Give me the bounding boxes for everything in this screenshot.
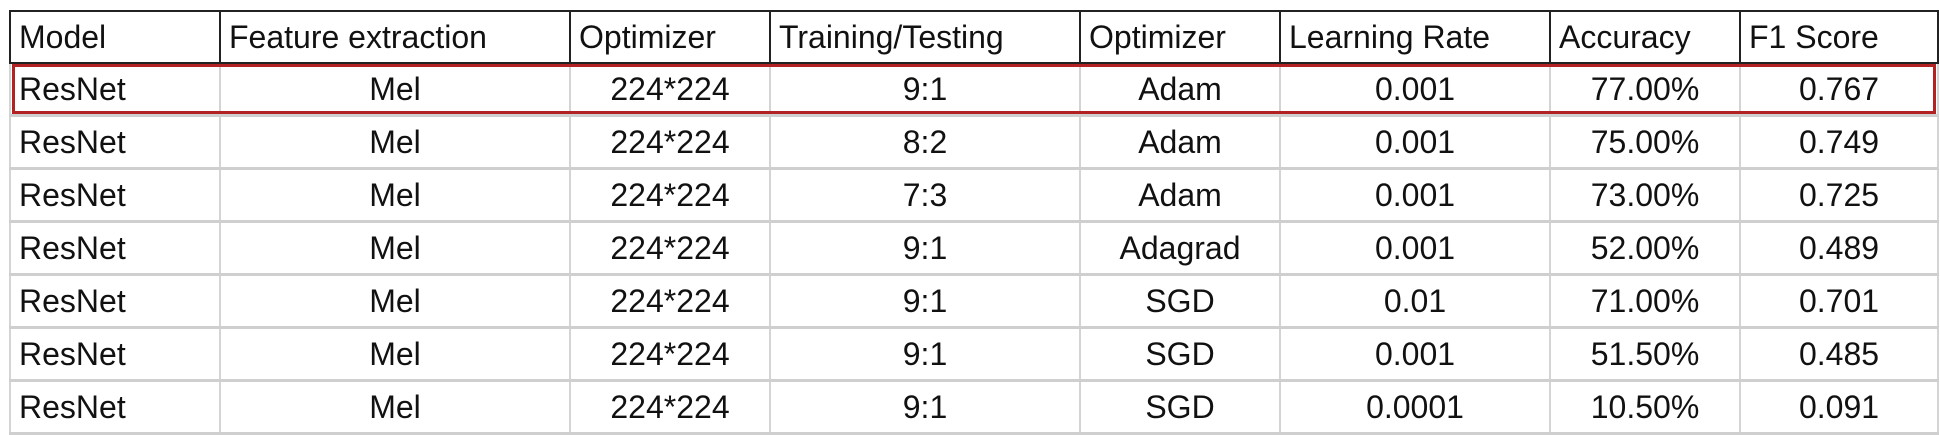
cell-f1: 0.489 bbox=[1739, 221, 1939, 276]
cell-accuracy: 73.00% bbox=[1549, 168, 1741, 223]
cell-f1: 0.701 bbox=[1739, 274, 1939, 329]
results-table: Model Feature extraction Optimizer Train… bbox=[9, 10, 1939, 435]
cell-feature: Mel bbox=[219, 63, 571, 117]
cell-accuracy: 77.00% bbox=[1549, 63, 1741, 117]
cell-optimizer: Adagrad bbox=[1079, 221, 1281, 276]
cell-feature: Mel bbox=[219, 274, 571, 329]
header-optimizer-size: Optimizer bbox=[569, 10, 771, 64]
table-row: ResNet Mel 224*224 9:1 SGD 0.001 51.50% … bbox=[9, 327, 1939, 382]
cell-accuracy: 71.00% bbox=[1549, 274, 1741, 329]
cell-model: ResNet bbox=[9, 221, 221, 276]
cell-optimizer: Adam bbox=[1079, 63, 1281, 117]
cell-accuracy: 52.00% bbox=[1549, 221, 1741, 276]
header-accuracy: Accuracy bbox=[1549, 10, 1741, 64]
cell-learning-rate: 0.001 bbox=[1279, 168, 1551, 223]
header-optimizer: Optimizer bbox=[1079, 10, 1281, 64]
header-model: Model bbox=[9, 10, 221, 64]
header-feature-extraction: Feature extraction bbox=[219, 10, 571, 64]
cell-learning-rate: 0.001 bbox=[1279, 115, 1551, 170]
table-row: ResNet Mel 224*224 9:1 Adam 0.001 77.00%… bbox=[9, 63, 1939, 117]
table-row: ResNet Mel 224*224 9:1 Adagrad 0.001 52.… bbox=[9, 221, 1939, 276]
table-row: ResNet Mel 224*224 7:3 Adam 0.001 73.00%… bbox=[9, 168, 1939, 223]
cell-size: 224*224 bbox=[569, 327, 771, 382]
cell-learning-rate: 0.0001 bbox=[1279, 380, 1551, 435]
table-row: ResNet Mel 224*224 8:2 Adam 0.001 75.00%… bbox=[9, 115, 1939, 170]
cell-feature: Mel bbox=[219, 327, 571, 382]
cell-feature: Mel bbox=[219, 115, 571, 170]
cell-split: 9:1 bbox=[769, 380, 1081, 435]
cell-accuracy: 75.00% bbox=[1549, 115, 1741, 170]
cell-model: ResNet bbox=[9, 327, 221, 382]
cell-optimizer: SGD bbox=[1079, 380, 1281, 435]
cell-learning-rate: 0.01 bbox=[1279, 274, 1551, 329]
cell-f1: 0.725 bbox=[1739, 168, 1939, 223]
cell-size: 224*224 bbox=[569, 63, 771, 117]
cell-optimizer: Adam bbox=[1079, 115, 1281, 170]
cell-feature: Mel bbox=[219, 168, 571, 223]
cell-learning-rate: 0.001 bbox=[1279, 327, 1551, 382]
cell-feature: Mel bbox=[219, 380, 571, 435]
cell-f1: 0.091 bbox=[1739, 380, 1939, 435]
cell-f1: 0.749 bbox=[1739, 115, 1939, 170]
cell-optimizer: SGD bbox=[1079, 327, 1281, 382]
cell-split: 9:1 bbox=[769, 327, 1081, 382]
cell-accuracy: 10.50% bbox=[1549, 380, 1741, 435]
header-training-testing: Training/Testing bbox=[769, 10, 1081, 64]
cell-split: 9:1 bbox=[769, 221, 1081, 276]
cell-optimizer: Adam bbox=[1079, 168, 1281, 223]
cell-model: ResNet bbox=[9, 168, 221, 223]
cell-feature: Mel bbox=[219, 221, 571, 276]
cell-learning-rate: 0.001 bbox=[1279, 63, 1551, 117]
cell-split: 9:1 bbox=[769, 63, 1081, 117]
results-sheet: Model Feature extraction Optimizer Train… bbox=[9, 10, 1939, 435]
header-row: Model Feature extraction Optimizer Train… bbox=[9, 10, 1939, 64]
cell-model: ResNet bbox=[9, 115, 221, 170]
table-row: ResNet Mel 224*224 9:1 SGD 0.01 71.00% 0… bbox=[9, 274, 1939, 329]
cell-size: 224*224 bbox=[569, 221, 771, 276]
cell-f1: 0.767 bbox=[1739, 63, 1939, 117]
table-row: ResNet Mel 224*224 9:1 SGD 0.0001 10.50%… bbox=[9, 380, 1939, 435]
cell-split: 9:1 bbox=[769, 274, 1081, 329]
cell-model: ResNet bbox=[9, 274, 221, 329]
cell-size: 224*224 bbox=[569, 168, 771, 223]
cell-size: 224*224 bbox=[569, 115, 771, 170]
cell-model: ResNet bbox=[9, 63, 221, 117]
cell-split: 8:2 bbox=[769, 115, 1081, 170]
cell-learning-rate: 0.001 bbox=[1279, 221, 1551, 276]
header-f1-score: F1 Score bbox=[1739, 10, 1939, 64]
header-learning-rate: Learning Rate bbox=[1279, 10, 1551, 64]
cell-split: 7:3 bbox=[769, 168, 1081, 223]
cell-model: ResNet bbox=[9, 380, 221, 435]
cell-optimizer: SGD bbox=[1079, 274, 1281, 329]
cell-accuracy: 51.50% bbox=[1549, 327, 1741, 382]
cell-f1: 0.485 bbox=[1739, 327, 1939, 382]
cell-size: 224*224 bbox=[569, 274, 771, 329]
cell-size: 224*224 bbox=[569, 380, 771, 435]
